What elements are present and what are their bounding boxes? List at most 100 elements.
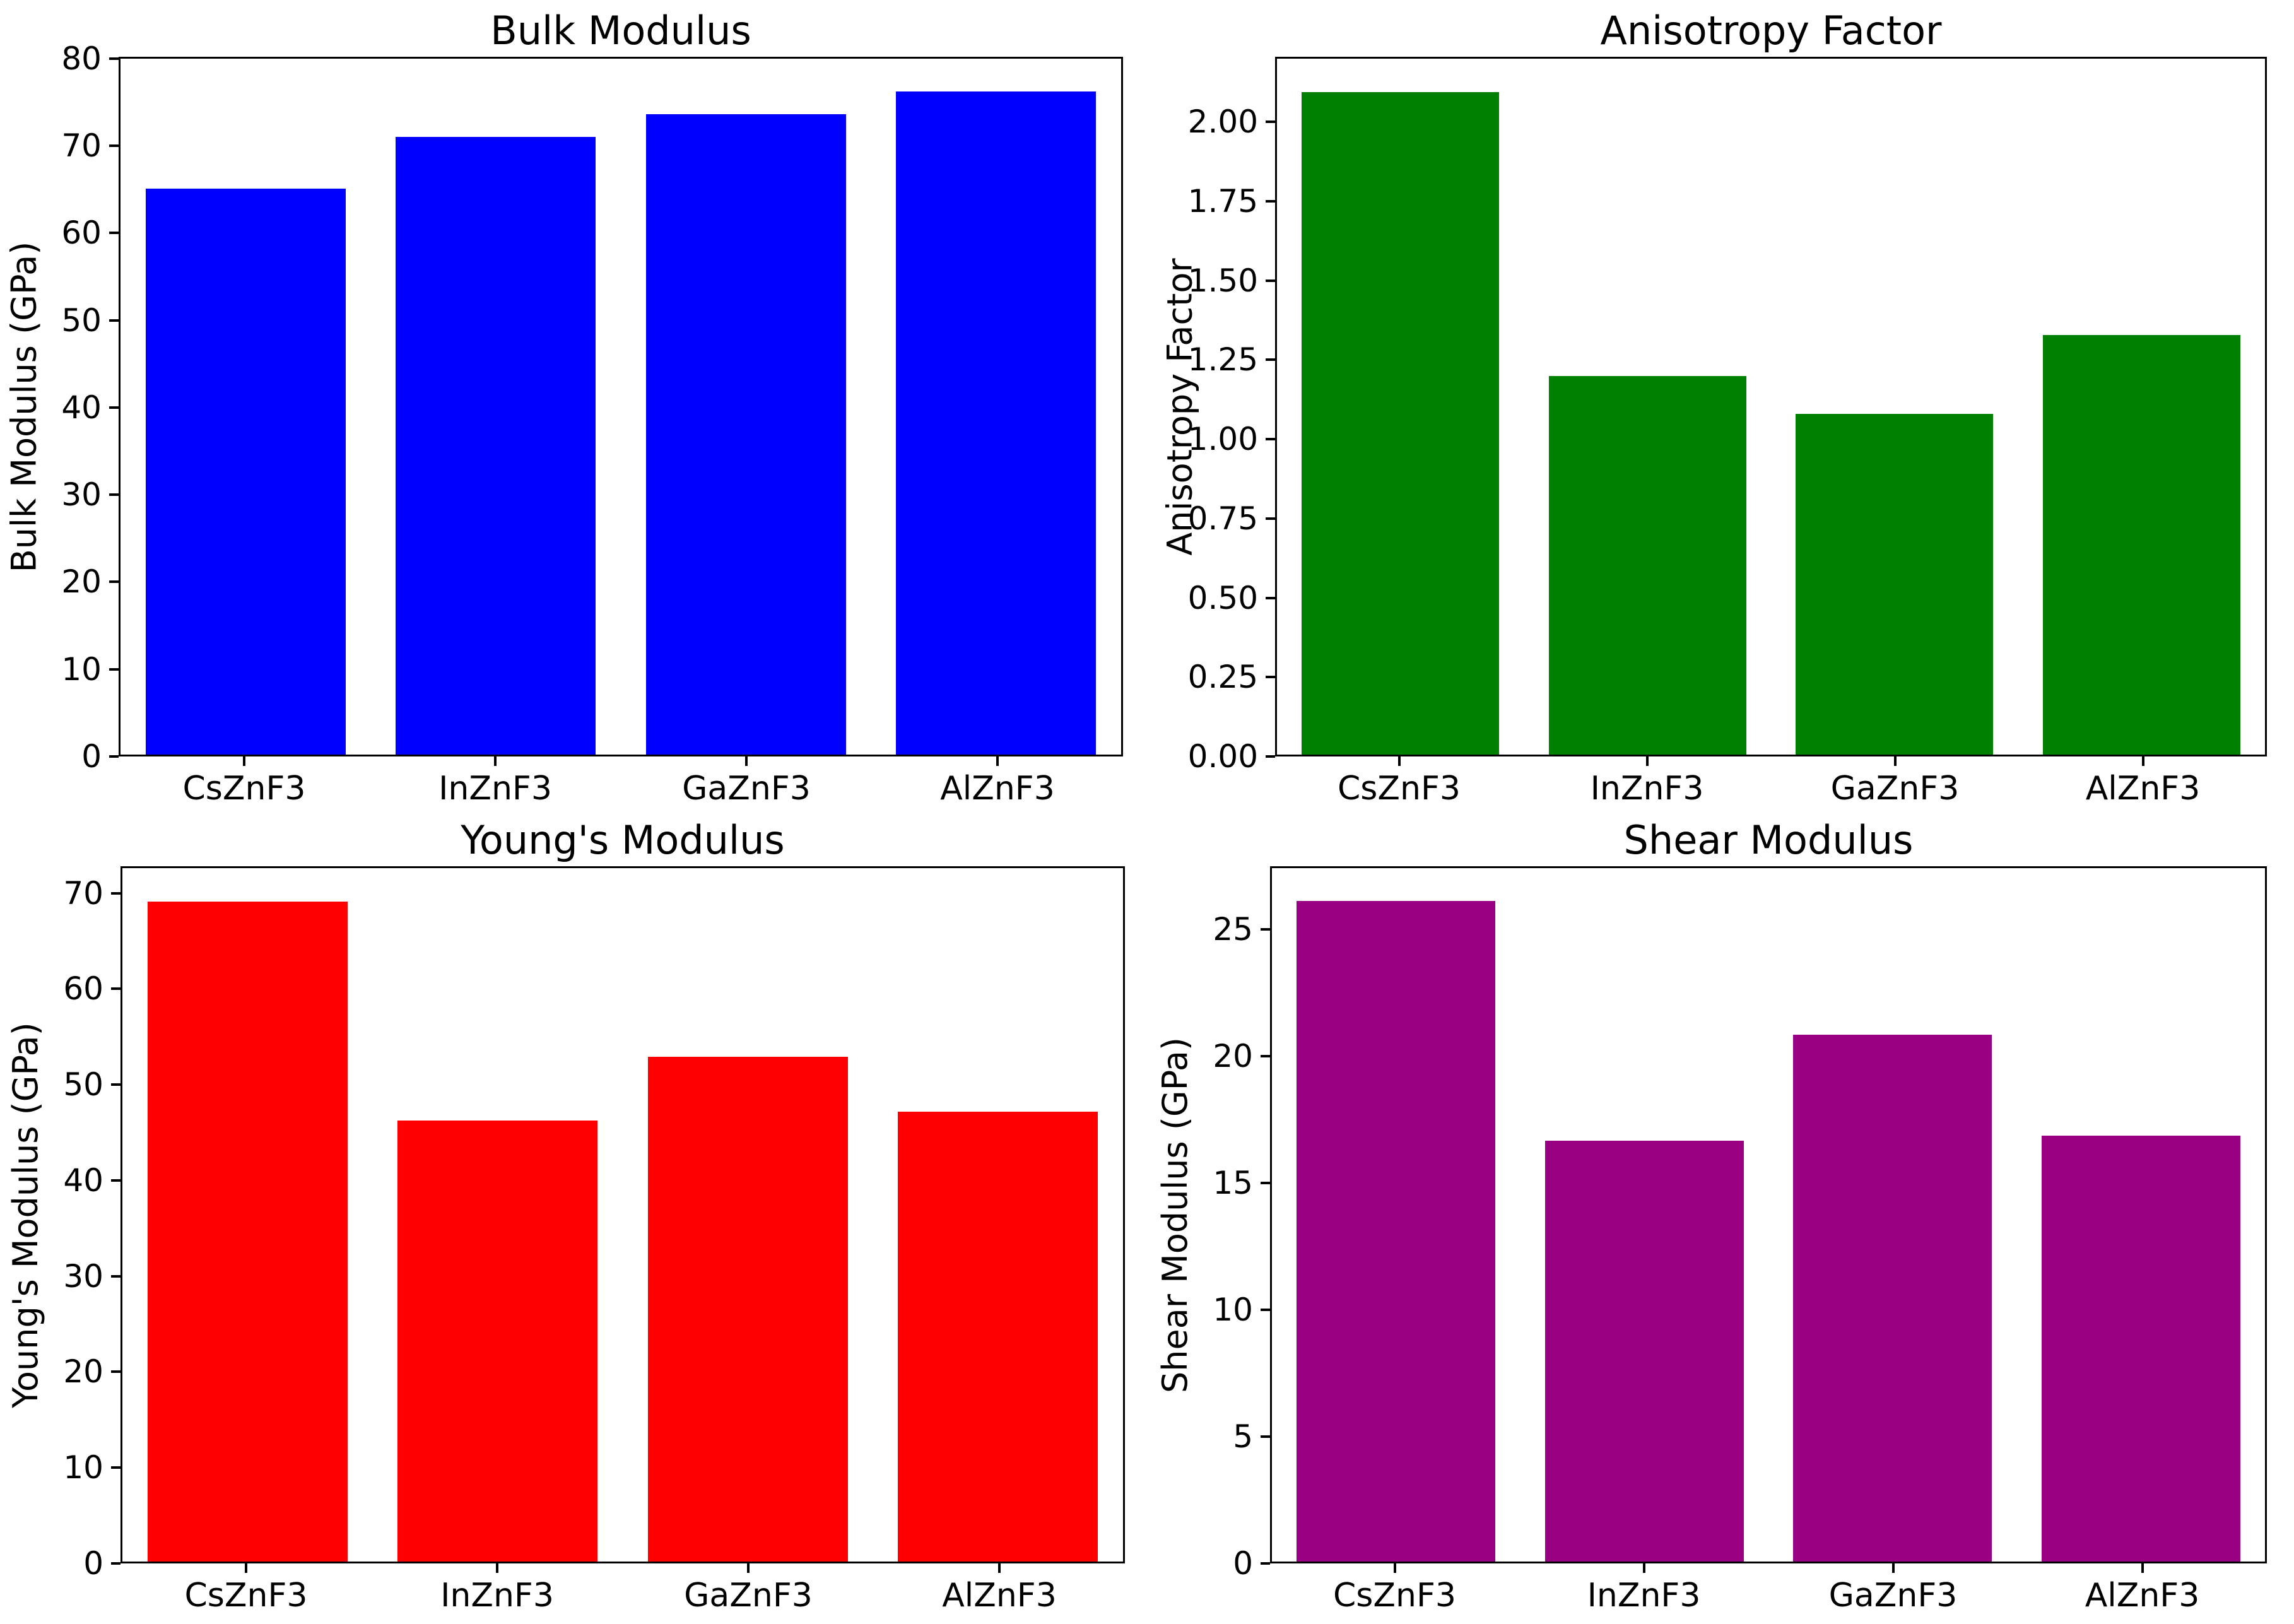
x-tick-mark	[494, 756, 497, 766]
y-tick-label: 0.75	[1187, 500, 1258, 537]
y-tick-label: 60	[61, 215, 102, 252]
x-tick-label: AlZnF3	[940, 770, 1055, 808]
bar-GaZnF3	[1793, 1034, 1992, 1562]
y-tick-label: 0.50	[1187, 579, 1258, 616]
y-tick-mark	[109, 755, 119, 758]
y-tick-mark	[1261, 1309, 1270, 1312]
y-tick-mark	[111, 987, 121, 991]
y-tick-label: 0	[81, 738, 102, 775]
y-tick-mark	[109, 406, 119, 409]
x-tick-label: InZnF3	[438, 770, 552, 808]
bar-InZnF3	[396, 136, 596, 755]
x-tick-label: InZnF3	[440, 1577, 554, 1615]
plot-area	[119, 57, 1123, 756]
x-tick-mark	[998, 1563, 1001, 1573]
bar-GaZnF3	[645, 114, 846, 755]
y-tick-label: 0	[1233, 1545, 1253, 1582]
y-tick-mark	[1261, 1562, 1270, 1565]
chart-title: Young's Modulus	[461, 817, 785, 863]
y-tick-label: 1.25	[1187, 341, 1258, 379]
y-tick-label: 10	[63, 1449, 103, 1486]
y-tick-label: 0.25	[1187, 659, 1258, 696]
x-tick-mark	[1397, 756, 1401, 766]
y-tick-label: 5	[1233, 1418, 1253, 1456]
bar-AlZnF3	[898, 1112, 1098, 1562]
bar-InZnF3	[1548, 375, 1746, 755]
y-tick-mark	[109, 668, 119, 671]
y-tick-mark	[1266, 596, 1275, 599]
bar-InZnF3	[397, 1121, 598, 1562]
x-tick-mark	[496, 1563, 498, 1573]
y-tick-mark	[1266, 121, 1275, 124]
y-tick-label: 1.75	[1187, 182, 1258, 220]
x-tick-label: CsZnF3	[184, 1577, 308, 1615]
y-tick-mark	[111, 1083, 121, 1086]
y-tick-label: 60	[63, 970, 103, 1008]
y-tick-mark	[1266, 517, 1275, 520]
y-tick-mark	[109, 319, 119, 322]
y-tick-label: 0	[83, 1545, 103, 1582]
y-tick-mark	[109, 57, 119, 60]
plot-area	[121, 866, 1125, 1563]
x-tick-label: CsZnF3	[182, 770, 306, 808]
y-tick-label: 30	[63, 1257, 103, 1295]
y-tick-mark	[1266, 676, 1275, 679]
x-tick-mark	[745, 756, 748, 766]
x-tick-label: InZnF3	[1587, 1577, 1701, 1615]
y-tick-label: 10	[1213, 1292, 1253, 1329]
x-tick-label: GaZnF3	[1828, 1577, 1958, 1615]
y-tick-label: 40	[63, 1162, 103, 1199]
x-tick-label: AlZnF3	[942, 1577, 1057, 1615]
y-tick-label: 2.00	[1187, 103, 1258, 141]
chart-title: Anisotropy Factor	[1600, 8, 1942, 54]
x-tick-mark	[1645, 756, 1649, 766]
y-tick-mark	[111, 1562, 121, 1565]
y-tick-mark	[1261, 928, 1270, 931]
y-tick-mark	[109, 144, 119, 148]
y-tick-mark	[111, 891, 121, 895]
x-tick-label: AlZnF3	[2085, 770, 2201, 808]
y-tick-mark	[1266, 438, 1275, 441]
plot-area	[1270, 866, 2267, 1563]
x-tick-label: GaZnF3	[1830, 770, 1960, 808]
y-tick-mark	[1266, 199, 1275, 203]
x-tick-mark	[1893, 756, 1897, 766]
y-tick-label: 10	[61, 650, 102, 688]
y-tick-mark	[109, 493, 119, 497]
bar-AlZnF3	[2042, 334, 2240, 755]
y-tick-label: 70	[63, 874, 103, 912]
bar-CsZnF3	[1302, 91, 1500, 755]
x-tick-label: InZnF3	[1590, 770, 1704, 808]
y-tick-label: 20	[63, 1353, 103, 1391]
chart-title: Bulk Modulus	[490, 8, 751, 54]
y-tick-mark	[1266, 358, 1275, 362]
y-tick-label: 0.00	[1187, 738, 1258, 775]
bar-CsZnF3	[145, 189, 346, 755]
y-axis-label: Shear Modulus (GPa)	[1155, 1037, 1196, 1393]
y-tick-label: 20	[61, 563, 102, 601]
x-tick-mark	[747, 1563, 750, 1573]
y-tick-mark	[1261, 1055, 1270, 1058]
y-tick-mark	[111, 1179, 121, 1182]
x-tick-label: GaZnF3	[682, 770, 811, 808]
y-tick-label: 40	[61, 389, 102, 426]
bar-GaZnF3	[647, 1056, 848, 1562]
bar-CsZnF3	[1297, 900, 1496, 1562]
x-tick-mark	[1891, 1563, 1895, 1573]
y-tick-label: 20	[1213, 1038, 1253, 1075]
y-tick-mark	[1261, 1182, 1270, 1185]
x-tick-mark	[2141, 1563, 2144, 1573]
y-tick-label: 30	[61, 476, 102, 514]
x-tick-label: GaZnF3	[684, 1577, 813, 1615]
x-tick-mark	[2141, 756, 2144, 766]
bar-AlZnF3	[2041, 1135, 2240, 1562]
x-tick-mark	[245, 1563, 247, 1573]
y-tick-mark	[1266, 279, 1275, 282]
x-tick-label: CsZnF3	[1333, 1577, 1456, 1615]
bar-AlZnF3	[896, 91, 1097, 755]
